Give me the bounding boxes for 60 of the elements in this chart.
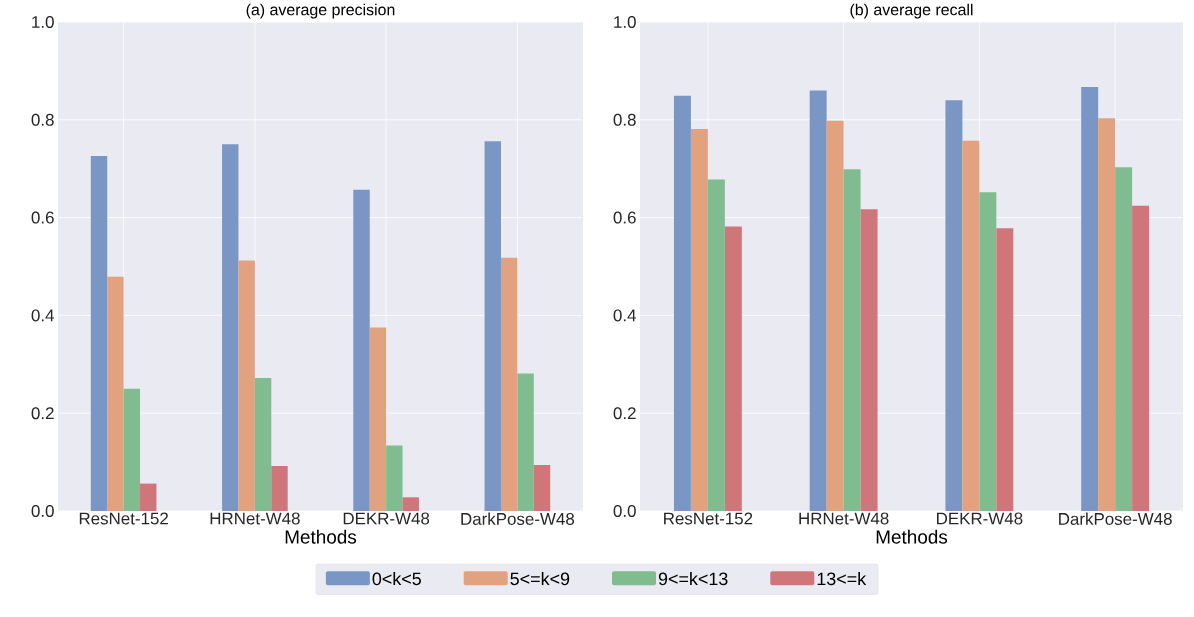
y-tick-label: 0.0 — [613, 504, 636, 517]
y-tick-label: 0.2 — [613, 407, 636, 420]
bar — [1115, 167, 1133, 511]
y-tick-label: 0.8 — [31, 113, 54, 126]
bar — [724, 226, 742, 511]
x-tick-label: DarkPose-W48 — [1059, 512, 1172, 525]
y-tick-label: 0.6 — [613, 211, 636, 224]
bar — [1132, 205, 1150, 511]
bar — [386, 445, 403, 511]
bar — [673, 95, 691, 511]
bar — [107, 276, 124, 511]
bar — [222, 144, 239, 511]
y-tick-label: 0.4 — [31, 309, 54, 322]
bar — [484, 141, 501, 511]
x-tick-label: ResNet-152 — [664, 512, 753, 525]
x-axis-title: Methods — [285, 529, 357, 544]
bar — [843, 169, 861, 511]
bar — [517, 373, 534, 511]
x-tick-label: HRNet-W48 — [799, 512, 889, 525]
x-tick-label: ResNet-152 — [79, 512, 168, 525]
bar — [945, 100, 963, 511]
bar — [402, 497, 419, 511]
bar — [90, 155, 108, 511]
chart-title: (a) average precision — [246, 3, 395, 19]
x-axis-title: Methods — [876, 529, 948, 544]
legend-label: 13<=k — [817, 571, 867, 586]
bar — [254, 377, 272, 511]
x-tick-label: DEKR-W48 — [343, 512, 430, 525]
bar — [860, 209, 878, 511]
bar — [962, 140, 980, 511]
bar — [979, 192, 997, 511]
y-tick-label: 0.0 — [31, 504, 54, 517]
y-tick-label: 0.2 — [31, 407, 54, 420]
y-tick-label: 0.8 — [613, 113, 636, 126]
legend-label: 5<=k<9 — [510, 571, 570, 586]
bar — [707, 179, 725, 511]
bar — [238, 260, 255, 511]
bar — [271, 466, 288, 511]
bar — [1098, 118, 1116, 511]
bar — [353, 189, 370, 511]
y-tick-label: 0.6 — [31, 211, 54, 224]
bar — [1081, 87, 1099, 511]
bar — [140, 483, 157, 511]
bar — [826, 120, 844, 511]
legend-label: 0<k<5 — [372, 571, 421, 586]
bar — [996, 228, 1014, 511]
bar — [500, 257, 518, 511]
bar — [123, 388, 141, 511]
chart-title: (b) average recall — [850, 3, 973, 19]
bar — [369, 327, 387, 511]
y-tick-label: 1.0 — [614, 15, 636, 28]
bar — [809, 90, 827, 511]
x-tick-label: DEKR-W48 — [937, 512, 1023, 525]
legend-label: 9<=k<13 — [658, 571, 728, 586]
bar — [690, 129, 708, 511]
bar — [533, 465, 551, 511]
y-tick-label: 1.0 — [32, 15, 54, 28]
y-tick-label: 0.4 — [613, 309, 636, 322]
x-tick-label: DarkPose-W48 — [461, 512, 575, 525]
x-tick-label: HRNet-W48 — [210, 512, 300, 525]
